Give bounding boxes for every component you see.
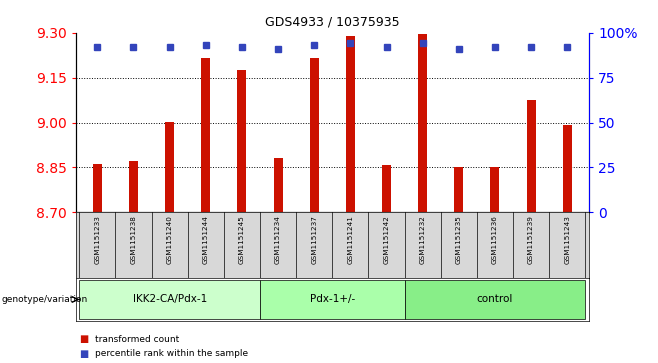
Bar <box>405 280 586 319</box>
Text: GSM1151239: GSM1151239 <box>528 216 534 265</box>
Bar <box>274 158 282 212</box>
Text: GSM1151238: GSM1151238 <box>130 216 136 265</box>
Text: GSM1151243: GSM1151243 <box>564 216 570 265</box>
Text: percentile rank within the sample: percentile rank within the sample <box>95 350 249 358</box>
Bar <box>165 122 174 212</box>
Bar <box>79 280 260 319</box>
Bar <box>490 167 499 212</box>
Text: GSM1151237: GSM1151237 <box>311 216 317 265</box>
Text: IKK2-CA/Pdx-1: IKK2-CA/Pdx-1 <box>132 294 207 305</box>
Bar <box>260 280 405 319</box>
Bar <box>526 100 536 212</box>
Text: ■: ■ <box>79 349 88 359</box>
Text: GSM1151232: GSM1151232 <box>420 216 426 265</box>
Bar <box>201 58 211 212</box>
Text: Pdx-1+/-: Pdx-1+/- <box>310 294 355 305</box>
Text: GSM1151242: GSM1151242 <box>384 216 390 265</box>
Bar <box>310 58 318 212</box>
Bar <box>563 125 572 212</box>
Text: genotype/variation: genotype/variation <box>1 295 88 304</box>
Text: GSM1151235: GSM1151235 <box>456 216 462 265</box>
Text: GSM1151233: GSM1151233 <box>94 216 101 265</box>
Bar <box>129 161 138 212</box>
Bar <box>93 164 102 212</box>
Bar <box>418 34 427 212</box>
Text: GSM1151234: GSM1151234 <box>275 216 281 265</box>
Text: GSM1151241: GSM1151241 <box>347 216 353 265</box>
Title: GDS4933 / 10375935: GDS4933 / 10375935 <box>265 16 399 29</box>
Text: GSM1151240: GSM1151240 <box>166 216 172 265</box>
Bar <box>454 167 463 212</box>
Bar <box>346 36 355 212</box>
Bar <box>238 70 247 212</box>
Bar <box>382 165 391 212</box>
Text: GSM1151236: GSM1151236 <box>492 216 498 265</box>
Text: GSM1151244: GSM1151244 <box>203 216 209 265</box>
Text: GSM1151245: GSM1151245 <box>239 216 245 265</box>
Text: control: control <box>477 294 513 305</box>
Text: ■: ■ <box>79 334 88 344</box>
Text: transformed count: transformed count <box>95 335 180 344</box>
